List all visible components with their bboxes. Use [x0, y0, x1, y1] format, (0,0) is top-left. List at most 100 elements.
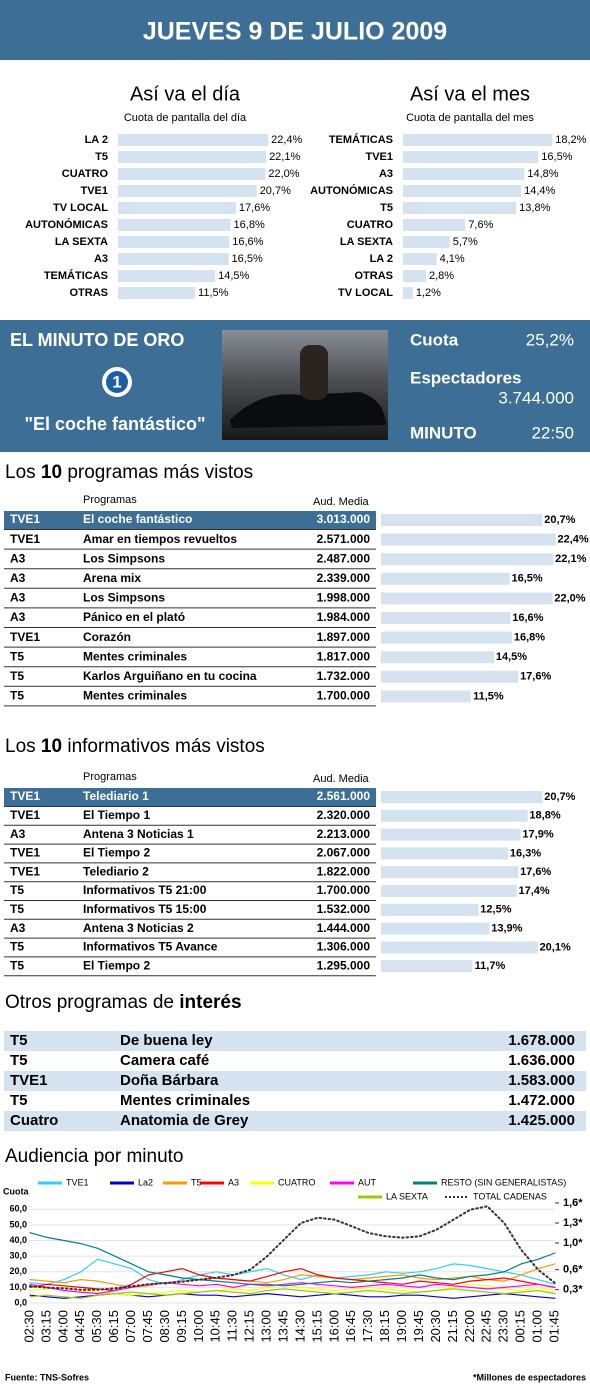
- channel: A3: [10, 591, 26, 605]
- x-tick-label: 05:30: [89, 1310, 104, 1343]
- bar: [403, 185, 522, 197]
- value-label: 4,1%: [440, 253, 465, 265]
- channel: T5: [10, 649, 24, 663]
- program: Mentes criminales: [83, 649, 187, 663]
- column-header: Aud. Media: [313, 496, 370, 508]
- audience: 1.472.000: [508, 1092, 575, 1109]
- legend-label: RESTO (SIN GENERALISTAS): [441, 1177, 566, 1187]
- share-label: 14,5%: [496, 651, 527, 663]
- title-part: programas más vistos: [62, 462, 253, 483]
- share-bar: [381, 670, 519, 683]
- share-label: 17,6%: [520, 866, 551, 878]
- share-bar: [381, 941, 538, 954]
- category-label: AUTONÓMICAS: [25, 218, 108, 231]
- channel: T5: [10, 940, 24, 954]
- x-tick-label: 01:00: [530, 1310, 545, 1343]
- bar: [118, 270, 216, 282]
- channel: T5: [10, 1032, 28, 1049]
- audience: 2.487.000: [317, 551, 371, 565]
- chart-subtitle: Cuota de pantalla del mes: [406, 112, 534, 124]
- audience: 1.984.000: [317, 610, 371, 624]
- x-tick-label: 12:15: [242, 1310, 257, 1343]
- chart-subtitle: Cuota de pantalla del día: [124, 112, 247, 124]
- x-tick-label: 13:00: [259, 1310, 274, 1343]
- espectadores-label: Espectadores: [410, 368, 522, 387]
- value-label: 20,7%: [260, 185, 291, 197]
- section-title: Los 10 programas más vistos: [5, 462, 253, 483]
- program: El coche fantástico: [83, 512, 192, 526]
- category-label: LA SEXTA: [340, 236, 393, 248]
- share-label: 16,3%: [510, 847, 541, 859]
- row-band: [4, 1111, 586, 1131]
- title-part: Otros programas de: [5, 992, 179, 1013]
- program: Camera café: [120, 1052, 209, 1069]
- title-part: 10: [41, 462, 62, 483]
- legend-label: TVE1: [66, 1177, 89, 1187]
- share-label: 16,5%: [511, 573, 542, 585]
- share-label: 22,4%: [558, 534, 589, 546]
- category-label: OTRAS: [70, 287, 109, 299]
- y-tick-label: 50,0: [9, 1219, 27, 1229]
- program: Informativos T5 Avance: [83, 940, 218, 954]
- program: Informativos T5 15:00: [83, 902, 207, 916]
- column-header: Aud. Media: [313, 773, 370, 785]
- title-part: 10: [41, 736, 62, 757]
- x-tick-label: 00:15: [513, 1310, 528, 1343]
- program: Mentes criminales: [83, 689, 187, 703]
- audience: 3.013.000: [317, 512, 371, 526]
- share-label: 16,6%: [512, 612, 543, 624]
- value-label: 13,8%: [519, 202, 550, 214]
- category-label: TV LOCAL: [338, 287, 393, 299]
- bar: [118, 185, 257, 197]
- channel: T5: [10, 689, 24, 703]
- audience: 1.897.000: [317, 630, 371, 644]
- share-bar: [381, 903, 479, 916]
- value-label: 1,2%: [416, 287, 441, 299]
- cuota-value: 25,2%: [526, 330, 574, 349]
- legend-label: LA SEXTA: [386, 1191, 428, 1201]
- program: Doña Bárbara: [120, 1072, 219, 1089]
- value-label: 2,8%: [429, 270, 454, 282]
- bar: [403, 168, 525, 180]
- x-tick-label: 06:15: [106, 1310, 121, 1343]
- row-band: [4, 1071, 586, 1091]
- x-tick-label: 19:00: [394, 1310, 409, 1343]
- section-title: Otros programas de interés: [5, 992, 242, 1013]
- y-tick-label: 10,0: [9, 1282, 27, 1292]
- title-part: Los: [5, 736, 41, 757]
- value-label: 22,4%: [271, 134, 302, 146]
- channel: T5: [10, 958, 24, 972]
- x-tick-label: 20:30: [428, 1310, 443, 1343]
- program: Amar en tiempos revueltos: [83, 532, 237, 546]
- program: Los Simpsons: [83, 551, 165, 565]
- channel-logo-inner: [106, 371, 128, 393]
- x-tick-label: 17:30: [360, 1310, 375, 1343]
- share-label: 22,1%: [555, 553, 586, 565]
- x-tick-label: 09:15: [174, 1310, 189, 1343]
- audience: 2.067.000: [317, 846, 371, 860]
- channel: A3: [10, 921, 26, 935]
- program: Los Simpsons: [83, 591, 165, 605]
- y2-tick-label: 1,3*: [563, 1217, 583, 1229]
- share-label: 20,7%: [544, 791, 575, 803]
- channel: T5: [10, 1052, 28, 1069]
- bar: [403, 270, 426, 282]
- program: Telediario 2: [83, 864, 149, 878]
- x-tick-label: 07:45: [140, 1310, 155, 1343]
- program: El Tiempo 2: [83, 958, 150, 972]
- audience: 1.532.000: [317, 902, 371, 916]
- category-label: T5: [95, 151, 108, 163]
- channel: TVE1: [10, 808, 40, 822]
- y2-tick-label: 0,6*: [563, 1264, 583, 1276]
- category-label: A3: [379, 168, 393, 180]
- bar: [403, 253, 437, 265]
- value-label: 16,5%: [232, 253, 263, 265]
- audience: 1.425.000: [508, 1112, 575, 1129]
- share-bar: [381, 690, 471, 703]
- column-header: Programas: [83, 771, 137, 783]
- program: Informativos T5 21:00: [83, 883, 207, 897]
- column-header: Programas: [83, 494, 137, 506]
- channel: TVE1: [10, 532, 40, 546]
- share-label: 22,0%: [554, 592, 585, 604]
